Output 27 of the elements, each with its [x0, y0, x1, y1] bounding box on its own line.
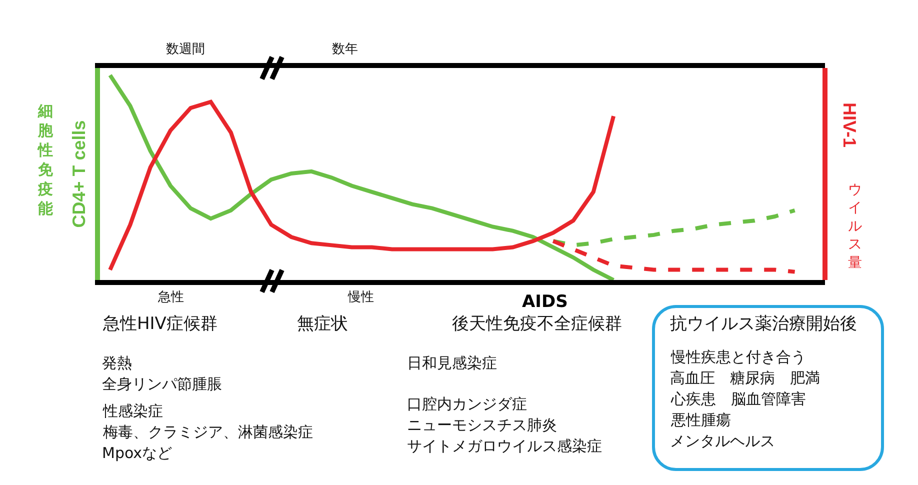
text: メンタルヘルス: [670, 432, 775, 450]
text: 口腔内カンジダ症: [407, 395, 527, 413]
text: 無症状: [297, 314, 348, 334]
text: 急性HIV症候群: [102, 314, 218, 334]
text: 慢性疾患と付き合う: [670, 348, 806, 366]
text: 後天性免疫不全症候群: [452, 314, 622, 334]
text: 発熱: [102, 354, 132, 372]
text: 慢性: [347, 290, 374, 305]
text: 数年: [332, 42, 358, 57]
text: ウイルス量: [848, 182, 862, 271]
text: 日和見感染症: [407, 354, 497, 372]
text: 数週間: [166, 42, 205, 57]
text: 性感染症: [102, 402, 163, 420]
text: サイトメガロウイルス感染症: [407, 437, 602, 455]
text: 梅毒、クラミジア、淋菌感染症: [102, 423, 313, 441]
text: 抗ウイルス薬治療開始後: [670, 314, 857, 334]
text: AIDS: [522, 292, 568, 312]
y2-axis-title: HIV-1: [840, 102, 860, 148]
text: 細胞性免疫能: [37, 102, 54, 218]
text: 悪性腫瘍: [670, 411, 731, 429]
text: ニューモシスチス肺炎: [407, 416, 557, 434]
text: 高血圧 糖尿病 肥満: [670, 369, 820, 387]
text: Mpoxなど: [102, 444, 172, 462]
text: 心疾患 脳血管障害: [670, 390, 806, 408]
y-axis-title: CD4+ T cells: [69, 120, 90, 228]
text: 全身リンパ節腫脹: [102, 375, 222, 393]
text: 急性: [157, 290, 184, 305]
